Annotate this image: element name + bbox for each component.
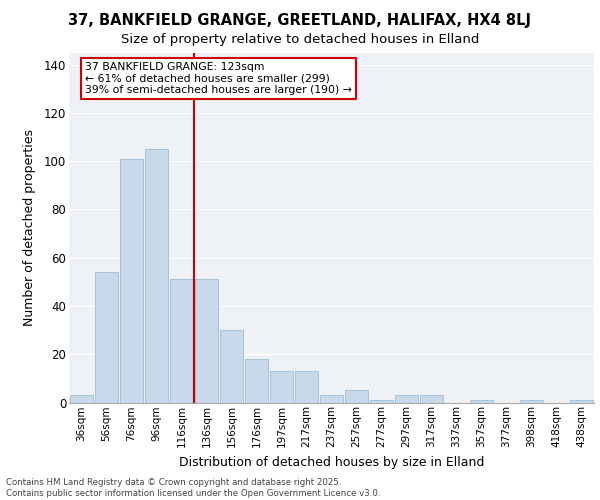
Bar xyxy=(195,280,218,402)
Bar xyxy=(220,330,243,402)
Bar xyxy=(395,396,418,402)
X-axis label: Distribution of detached houses by size in Elland: Distribution of detached houses by size … xyxy=(179,456,484,468)
Bar xyxy=(470,400,493,402)
Text: 37, BANKFIELD GRANGE, GREETLAND, HALIFAX, HX4 8LJ: 37, BANKFIELD GRANGE, GREETLAND, HALIFAX… xyxy=(68,12,532,28)
Text: Size of property relative to detached houses in Elland: Size of property relative to detached ho… xyxy=(121,32,479,46)
Text: 37 BANKFIELD GRANGE: 123sqm
← 61% of detached houses are smaller (299)
39% of se: 37 BANKFIELD GRANGE: 123sqm ← 61% of det… xyxy=(85,62,352,96)
Bar xyxy=(170,280,193,402)
Bar xyxy=(520,400,543,402)
Y-axis label: Number of detached properties: Number of detached properties xyxy=(23,129,35,326)
Bar xyxy=(270,371,293,402)
Bar xyxy=(370,400,393,402)
Bar xyxy=(120,158,143,402)
Bar xyxy=(320,396,343,402)
Bar xyxy=(295,371,318,402)
Bar xyxy=(345,390,368,402)
Bar xyxy=(70,396,93,402)
Bar xyxy=(570,400,593,402)
Bar xyxy=(145,149,168,403)
Text: Contains HM Land Registry data © Crown copyright and database right 2025.
Contai: Contains HM Land Registry data © Crown c… xyxy=(6,478,380,498)
Bar xyxy=(245,359,268,403)
Bar xyxy=(420,396,443,402)
Bar xyxy=(95,272,118,402)
